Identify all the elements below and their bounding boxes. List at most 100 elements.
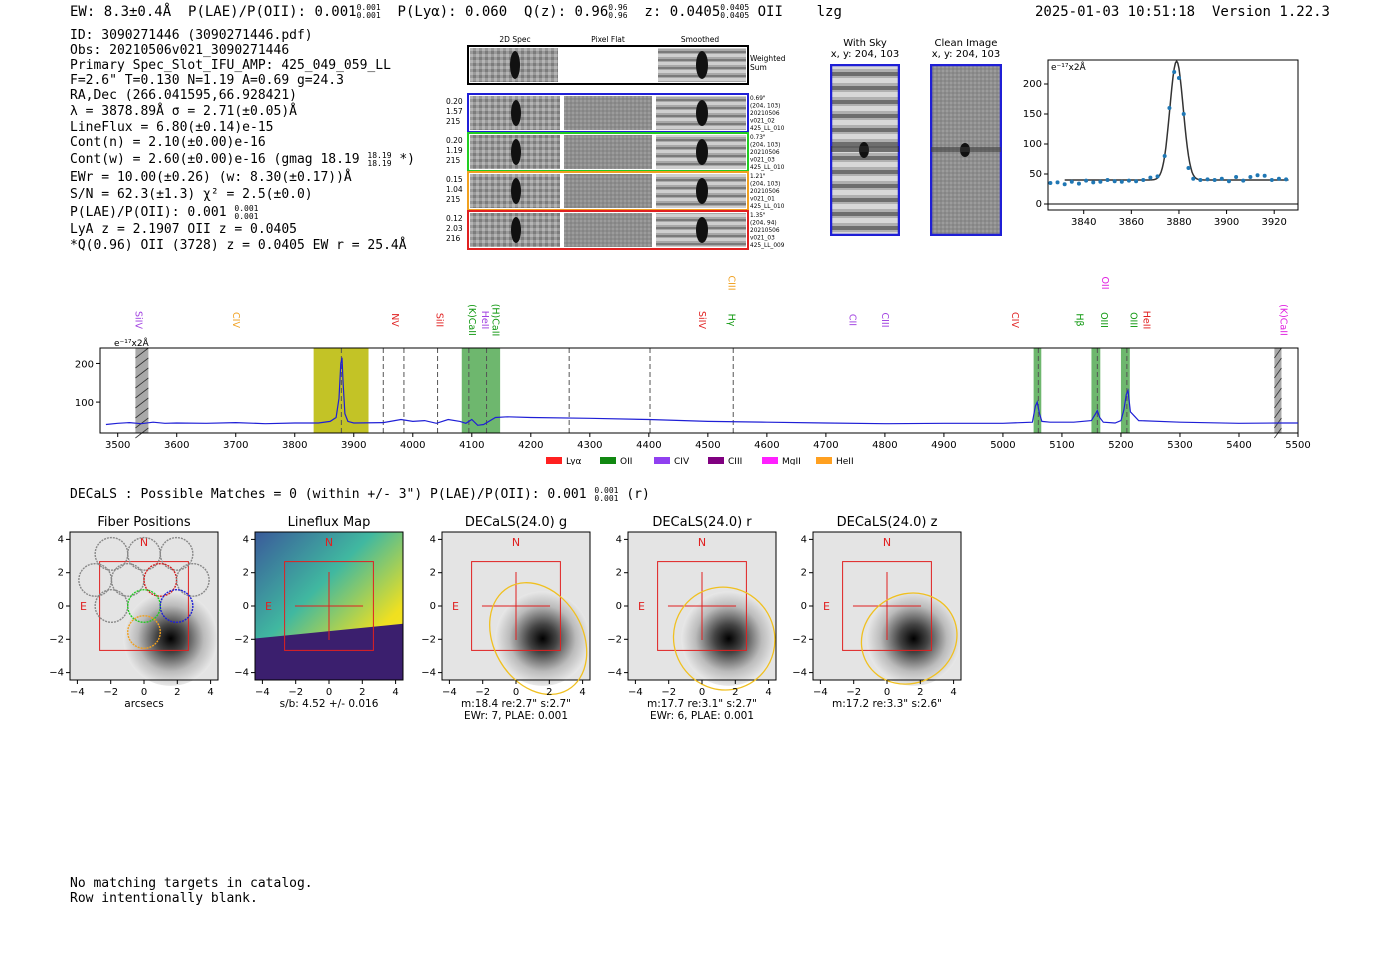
decals-panel-title: DECaLS(24.0) g bbox=[465, 515, 567, 530]
zoom-data-point bbox=[1048, 181, 1053, 185]
zoom-y-tick-label: 0 bbox=[1036, 199, 1042, 210]
zoom-data-point bbox=[1167, 106, 1172, 110]
cutout-row-side-label: 0.69" bbox=[750, 96, 766, 102]
zoom-data-point bbox=[1219, 176, 1224, 181]
spectrum-x-tick-label: 5500 bbox=[1285, 440, 1310, 451]
panel-x-tick-label: 0 bbox=[326, 687, 332, 698]
panel-caption: m:17.2 re:3.3" s:2.6" bbox=[832, 698, 942, 710]
cutout-row-side-label: (204, 94) bbox=[750, 221, 777, 227]
panel-x-tick-label: −2 bbox=[475, 687, 490, 698]
info-ewr: EWr = 10.00(±0.26) (w: 8.30(±0.17))Å bbox=[70, 170, 352, 185]
info-lineflux: LineFlux = 6.80(±0.14)e-15 bbox=[70, 120, 274, 135]
spectrum-line-label: (K)CaII bbox=[1277, 304, 1288, 336]
decals-panel: Lineflux Map N E −4 4 −2 2 0 0 2 −2 4 −4 s/b: 4.52 +/… bbox=[234, 515, 404, 710]
cutout-row-value: 216 bbox=[446, 234, 461, 243]
fiber-circle bbox=[143, 562, 178, 597]
fiber-circle bbox=[110, 562, 145, 597]
zoom-data-point bbox=[1155, 174, 1160, 179]
east-label: E bbox=[638, 600, 645, 613]
panel-y-tick-label: −2 bbox=[234, 634, 249, 645]
galaxy-blob bbox=[681, 591, 776, 686]
zoom-data-point bbox=[1062, 182, 1067, 187]
legend-label: CIV bbox=[674, 457, 690, 465]
cutout-source-blob bbox=[511, 139, 521, 165]
panel-x-tick-label: −4 bbox=[442, 687, 457, 698]
spectrum-hatch-line bbox=[1274, 357, 1282, 369]
zoom-data-point bbox=[1255, 173, 1260, 178]
spectrum-hatch-line bbox=[135, 377, 149, 389]
cutout-source-blob bbox=[511, 178, 521, 204]
spectrum-unit-label: e⁻¹⁷x2Å bbox=[114, 337, 150, 349]
legend-swatch bbox=[708, 457, 724, 464]
search-box bbox=[284, 561, 374, 651]
panel-x-tick-label: −2 bbox=[288, 687, 303, 698]
spectrum-x-tick-label: 3500 bbox=[105, 440, 130, 451]
zoom-data-point bbox=[1191, 176, 1196, 181]
with-sky-image bbox=[830, 64, 900, 236]
zoom-x-tick-label: 3840 bbox=[1071, 217, 1096, 228]
panel-y-tick-label: 0 bbox=[430, 601, 436, 612]
cutout-row-side-label: 1.35" bbox=[750, 213, 766, 219]
spectrum-line-label: (K)CaII bbox=[466, 304, 477, 336]
zoom-data-point bbox=[1055, 180, 1060, 185]
decals-panel: DECaLS(24.0) z N E −4 4 −2 2 0 0 2 −2 4 −4 m:17.2 re:… bbox=[792, 515, 962, 710]
zoom-data-point bbox=[1084, 178, 1089, 183]
spectrum-line-label: CIV bbox=[230, 312, 241, 328]
panel-x-tick-label: 0 bbox=[884, 687, 890, 698]
zoom-line-chart: 0 50 100 150 200 3840 3860 3880 3900 3920 e⁻¹⁷x2Å bbox=[1023, 59, 1299, 228]
east-label: E bbox=[80, 600, 87, 613]
spectrum-hatch-line bbox=[135, 367, 149, 379]
zoom-data-point bbox=[1234, 175, 1239, 179]
timestamp: 2025-01-03 10:51:18 bbox=[1034, 4, 1196, 20]
panel-x-tick-label: 4 bbox=[392, 687, 398, 698]
panel-x-tick-label: −2 bbox=[661, 687, 676, 698]
panel-x-tick-label: 2 bbox=[359, 687, 365, 698]
zoom-data-point bbox=[1119, 179, 1124, 184]
zoom-data-point bbox=[1141, 178, 1146, 182]
north-label: N bbox=[698, 536, 706, 549]
zoom-data-point bbox=[1076, 181, 1081, 186]
qz-bounds: 0.96 0.96 bbox=[608, 3, 628, 20]
north-label: N bbox=[512, 536, 520, 549]
z-line-readout: OII bbox=[757, 4, 783, 20]
panel-caption: s/b: 4.52 +/- 0.016 bbox=[280, 698, 379, 710]
spectrum-shaded-band bbox=[1274, 348, 1282, 433]
zoom-data-point bbox=[1186, 166, 1191, 170]
spectrum-x-tick-label: 4500 bbox=[695, 440, 720, 451]
cutout-row-side-label: 20210506 bbox=[750, 228, 780, 234]
search-box bbox=[657, 561, 747, 651]
cutout-row-side-label: v021_01 bbox=[750, 197, 775, 203]
spectrum-x-tick-label: 4900 bbox=[931, 440, 956, 451]
legend-label: HeII bbox=[836, 457, 854, 465]
zoom-data-point bbox=[1241, 178, 1246, 183]
zoom-data-point bbox=[1069, 179, 1074, 184]
cutout-pixelflat bbox=[564, 174, 652, 208]
panel-x-tick-label: −2 bbox=[846, 687, 861, 698]
panel-y-tick-label: −2 bbox=[421, 634, 436, 645]
spectrum-line-label: SiIV bbox=[132, 311, 143, 329]
cutout-row-side-label: 425_LL_009 bbox=[750, 243, 785, 249]
panel-y-tick-label: −2 bbox=[607, 634, 622, 645]
weighted-sum-row: Weighted Sum bbox=[467, 45, 786, 85]
zoom-data-point bbox=[1148, 175, 1153, 180]
spectrum-line-label: Hγ bbox=[726, 314, 737, 327]
panel-x-tick-label: −4 bbox=[255, 687, 270, 698]
cutout-source-blob bbox=[511, 100, 521, 126]
cutout-row-side-label: 425_LL_010 bbox=[750, 165, 785, 171]
aperture-ellipse bbox=[860, 592, 958, 685]
cutout-source-blob bbox=[696, 100, 708, 126]
info-sn: S/N = 62.3(±1.3) χ² = 2.5(±0.0) bbox=[70, 187, 313, 202]
spectrum-hatch-line bbox=[1274, 367, 1282, 379]
cutout-row-value: 2.03 bbox=[446, 224, 463, 233]
cutout-row-side-label: 20210506 bbox=[750, 111, 780, 117]
panel-y-tick-label: 0 bbox=[616, 601, 622, 612]
panel-y-tick-label: −2 bbox=[792, 634, 807, 645]
spectrum-hatch-line bbox=[135, 417, 149, 429]
info-q: *Q(0.96) OII (3728) z = 0.0405 EW r = 25… bbox=[70, 238, 407, 253]
qz-readout: Q(z): 0.96 bbox=[523, 4, 609, 20]
fiber-circle bbox=[127, 615, 161, 650]
zoom-y-tick-label: 100 bbox=[1023, 139, 1042, 150]
legend-swatch bbox=[816, 457, 832, 464]
